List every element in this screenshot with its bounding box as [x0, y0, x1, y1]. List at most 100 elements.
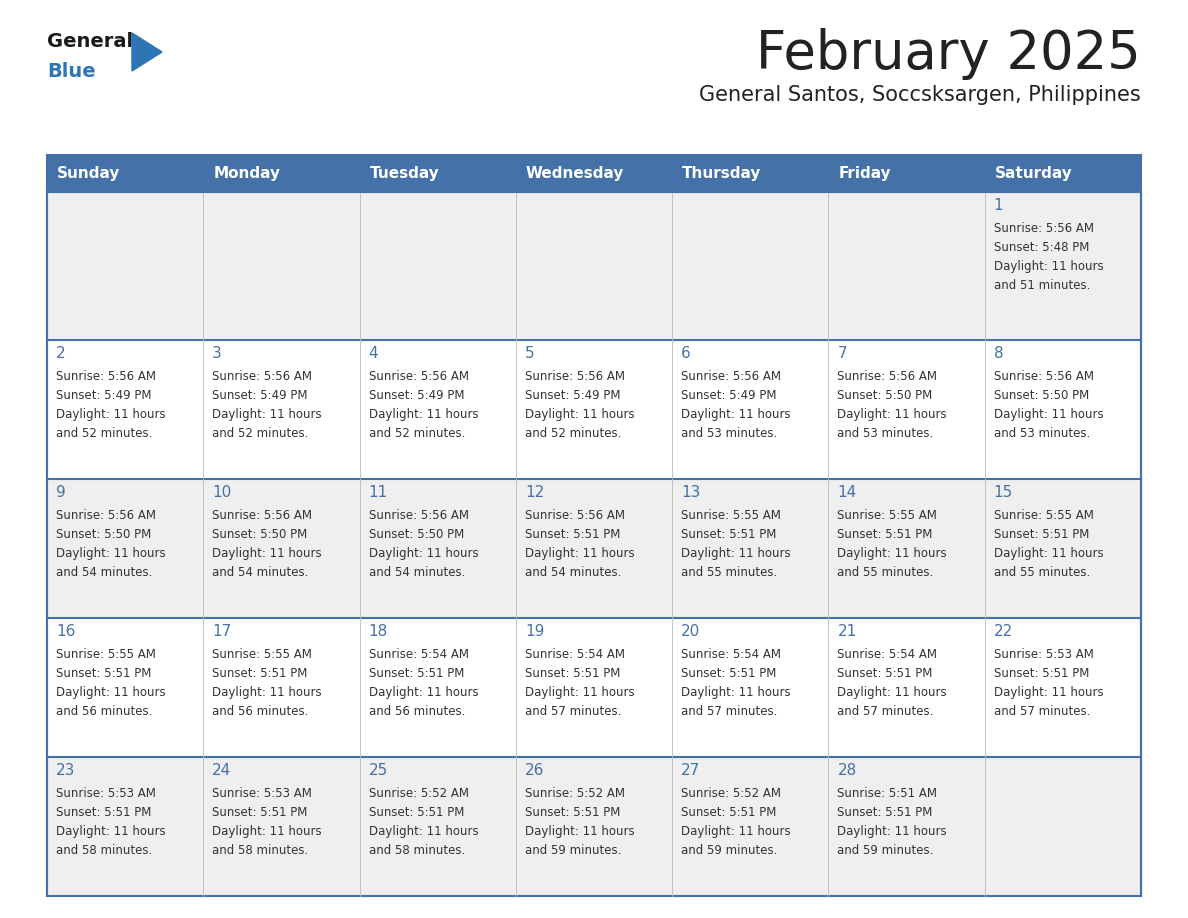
Text: 26: 26 [525, 763, 544, 778]
Text: Sunset: 5:51 PM: Sunset: 5:51 PM [213, 806, 308, 819]
Text: 6: 6 [681, 346, 691, 361]
Text: Daylight: 11 hours: Daylight: 11 hours [56, 686, 165, 699]
Text: Sunset: 5:51 PM: Sunset: 5:51 PM [368, 806, 465, 819]
Text: Sunrise: 5:55 AM: Sunrise: 5:55 AM [993, 509, 1094, 522]
Text: 15: 15 [993, 485, 1013, 500]
Text: 4: 4 [368, 346, 378, 361]
Text: and 56 minutes.: and 56 minutes. [56, 705, 152, 718]
Text: Sunrise: 5:51 AM: Sunrise: 5:51 AM [838, 787, 937, 800]
Text: 1: 1 [993, 198, 1004, 213]
Text: 9: 9 [56, 485, 65, 500]
Text: and 52 minutes.: and 52 minutes. [368, 427, 465, 440]
Text: Sunset: 5:51 PM: Sunset: 5:51 PM [56, 806, 151, 819]
Text: Sunset: 5:51 PM: Sunset: 5:51 PM [838, 806, 933, 819]
Text: Sunrise: 5:55 AM: Sunrise: 5:55 AM [681, 509, 781, 522]
Text: and 55 minutes.: and 55 minutes. [993, 566, 1089, 579]
Text: and 54 minutes.: and 54 minutes. [368, 566, 465, 579]
Text: Daylight: 11 hours: Daylight: 11 hours [838, 825, 947, 838]
Text: Sunrise: 5:54 AM: Sunrise: 5:54 AM [525, 648, 625, 661]
Text: 16: 16 [56, 624, 75, 639]
Text: Sunrise: 5:56 AM: Sunrise: 5:56 AM [681, 370, 782, 383]
Text: Sunset: 5:49 PM: Sunset: 5:49 PM [368, 389, 465, 402]
Text: 13: 13 [681, 485, 701, 500]
Text: and 54 minutes.: and 54 minutes. [213, 566, 309, 579]
Text: and 54 minutes.: and 54 minutes. [525, 566, 621, 579]
Text: Daylight: 11 hours: Daylight: 11 hours [56, 547, 165, 560]
Text: Sunset: 5:50 PM: Sunset: 5:50 PM [993, 389, 1089, 402]
Bar [48, 479, 1140, 618]
Text: and 55 minutes.: and 55 minutes. [838, 566, 934, 579]
Text: General: General [48, 32, 133, 51]
Text: February 2025: February 2025 [757, 28, 1140, 80]
Text: Sunrise: 5:53 AM: Sunrise: 5:53 AM [213, 787, 312, 800]
Text: 2: 2 [56, 346, 65, 361]
Text: 23: 23 [56, 763, 75, 778]
Bar [48, 757, 1140, 896]
Text: Sunset: 5:51 PM: Sunset: 5:51 PM [525, 528, 620, 541]
Text: Sunrise: 5:55 AM: Sunrise: 5:55 AM [56, 648, 156, 661]
Text: Sunset: 5:51 PM: Sunset: 5:51 PM [993, 528, 1089, 541]
Text: Sunrise: 5:56 AM: Sunrise: 5:56 AM [368, 370, 468, 383]
Text: and 56 minutes.: and 56 minutes. [213, 705, 309, 718]
Text: 18: 18 [368, 624, 387, 639]
Text: and 56 minutes.: and 56 minutes. [368, 705, 465, 718]
Text: Sunrise: 5:56 AM: Sunrise: 5:56 AM [993, 370, 1094, 383]
Text: and 52 minutes.: and 52 minutes. [56, 427, 152, 440]
Text: Daylight: 11 hours: Daylight: 11 hours [368, 547, 479, 560]
Text: and 51 minutes.: and 51 minutes. [993, 279, 1091, 292]
Text: Monday: Monday [214, 166, 280, 181]
Text: Daylight: 11 hours: Daylight: 11 hours [213, 408, 322, 421]
Text: and 57 minutes.: and 57 minutes. [993, 705, 1091, 718]
Text: Daylight: 11 hours: Daylight: 11 hours [213, 825, 322, 838]
Text: Sunrise: 5:55 AM: Sunrise: 5:55 AM [213, 648, 312, 661]
Text: Daylight: 11 hours: Daylight: 11 hours [681, 686, 791, 699]
Text: Daylight: 11 hours: Daylight: 11 hours [525, 408, 634, 421]
Text: and 55 minutes.: and 55 minutes. [681, 566, 777, 579]
Text: 14: 14 [838, 485, 857, 500]
Text: Blue: Blue [48, 62, 95, 81]
Text: Sunset: 5:51 PM: Sunset: 5:51 PM [838, 667, 933, 680]
Text: Sunset: 5:50 PM: Sunset: 5:50 PM [213, 528, 308, 541]
Text: 12: 12 [525, 485, 544, 500]
Text: Thursday: Thursday [682, 166, 762, 181]
Text: Daylight: 11 hours: Daylight: 11 hours [681, 408, 791, 421]
Bar [48, 340, 1140, 479]
Text: 24: 24 [213, 763, 232, 778]
Text: Sunset: 5:50 PM: Sunset: 5:50 PM [838, 389, 933, 402]
Text: 25: 25 [368, 763, 387, 778]
Text: Daylight: 11 hours: Daylight: 11 hours [56, 825, 165, 838]
Text: Daylight: 11 hours: Daylight: 11 hours [993, 686, 1104, 699]
Text: Sunrise: 5:52 AM: Sunrise: 5:52 AM [681, 787, 782, 800]
Text: Sunrise: 5:56 AM: Sunrise: 5:56 AM [993, 222, 1094, 235]
Text: General Santos, Soccsksargen, Philippines: General Santos, Soccsksargen, Philippine… [700, 85, 1140, 105]
Text: and 52 minutes.: and 52 minutes. [213, 427, 309, 440]
Text: 21: 21 [838, 624, 857, 639]
Text: Sunset: 5:51 PM: Sunset: 5:51 PM [56, 667, 151, 680]
Text: Sunset: 5:51 PM: Sunset: 5:51 PM [681, 528, 777, 541]
Bar [48, 618, 1140, 757]
Text: Sunset: 5:49 PM: Sunset: 5:49 PM [213, 389, 308, 402]
Text: Daylight: 11 hours: Daylight: 11 hours [681, 547, 791, 560]
Text: 5: 5 [525, 346, 535, 361]
Text: Daylight: 11 hours: Daylight: 11 hours [213, 547, 322, 560]
Text: Sunrise: 5:55 AM: Sunrise: 5:55 AM [838, 509, 937, 522]
Text: Daylight: 11 hours: Daylight: 11 hours [368, 408, 479, 421]
Text: Daylight: 11 hours: Daylight: 11 hours [368, 686, 479, 699]
Text: 19: 19 [525, 624, 544, 639]
Text: 7: 7 [838, 346, 847, 361]
Polygon shape [132, 33, 162, 71]
Text: Sunrise: 5:56 AM: Sunrise: 5:56 AM [213, 509, 312, 522]
Text: Sunrise: 5:53 AM: Sunrise: 5:53 AM [56, 787, 156, 800]
Text: Daylight: 11 hours: Daylight: 11 hours [993, 547, 1104, 560]
Bar [48, 192, 1140, 340]
Text: Sunset: 5:51 PM: Sunset: 5:51 PM [525, 806, 620, 819]
Text: Daylight: 11 hours: Daylight: 11 hours [838, 547, 947, 560]
Text: Sunrise: 5:54 AM: Sunrise: 5:54 AM [681, 648, 782, 661]
Text: Sunset: 5:51 PM: Sunset: 5:51 PM [993, 667, 1089, 680]
Text: Sunrise: 5:54 AM: Sunrise: 5:54 AM [368, 648, 468, 661]
Text: Sunset: 5:51 PM: Sunset: 5:51 PM [213, 667, 308, 680]
Text: 20: 20 [681, 624, 701, 639]
Text: Sunrise: 5:54 AM: Sunrise: 5:54 AM [838, 648, 937, 661]
Text: and 57 minutes.: and 57 minutes. [838, 705, 934, 718]
Text: Daylight: 11 hours: Daylight: 11 hours [681, 825, 791, 838]
